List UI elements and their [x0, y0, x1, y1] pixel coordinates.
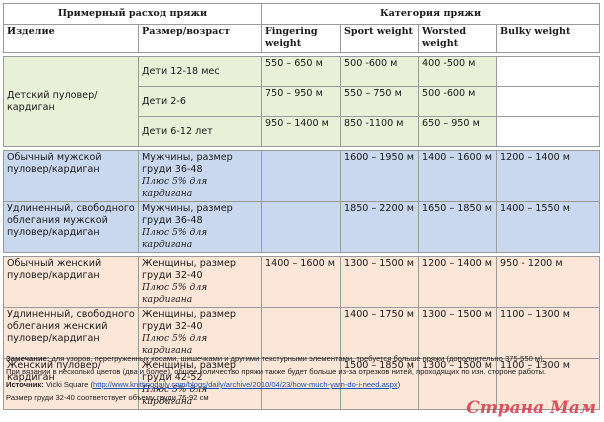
bulky-header: Bulky weight [495, 24, 601, 53]
value-cell: 1300 – 1500 м [418, 307, 497, 359]
multicolor-line: При вязании в несколько цветов (два и бо… [6, 367, 547, 376]
item-cell: Женский пуловер/кардиган [3, 358, 139, 410]
item-header: Изделие [3, 24, 139, 53]
value-cell [495, 56, 601, 87]
value-cell: 1200 – 1400 м [418, 256, 497, 308]
value-cell: 950 – 1400 м [261, 116, 341, 147]
value-cell: 550 – 750 м [340, 86, 419, 117]
value-cell: 1100 – 1300 м [495, 358, 601, 410]
sport-header: Sport weight [340, 24, 419, 53]
value-cell [261, 307, 341, 359]
table-row: Дети 2-6 750 – 950 м 550 – 750 м 500 -60… [4, 86, 601, 117]
value-cell [261, 150, 341, 202]
item-cell: Обычный мужской пуловер/кардиган [3, 150, 139, 202]
source-line: Источник: Vicki Square (http://www.knitt… [6, 380, 401, 389]
notes: Замечание: для узоров, перегруженных кос… [6, 352, 601, 404]
fingering-header: Fingering weight [261, 24, 341, 53]
value-cell [495, 86, 601, 117]
source-link[interactable]: http://www.knittingdaily.com/blogs/daily… [93, 380, 398, 389]
table-row: Удлиненный, свободного облегания мужской… [3, 201, 601, 253]
consumption-header: Примерный расход пряжи [3, 3, 262, 25]
worsted-header: Worsted weight [418, 24, 497, 53]
value-cell [495, 116, 601, 147]
value-cell: 1650 – 1850 м [418, 201, 497, 253]
value-cell: 1300 – 1500 м [340, 256, 419, 308]
size-header: Размер/возраст [138, 24, 262, 53]
value-cell: 400 -500 м [418, 56, 497, 87]
chest-line: Размер груди 32-40 соответствует объему … [6, 393, 209, 402]
category-header: Категория пряжи [260, 3, 601, 25]
size-cell: Женщины, размер груди 32-40 Плюс 5% для к… [138, 307, 262, 359]
value-cell [261, 358, 341, 410]
size-cell: Дети 12-18 мес [138, 56, 262, 87]
table-row: Обычный женский пуловер/кардиган Женщины… [3, 256, 601, 308]
table-row: Удлиненный, свободного облегания женский… [3, 307, 601, 359]
item-cell: Обычный женский пуловер/кардиган [3, 256, 139, 308]
size-cell: Мужчины, размер груди 36-48 Плюс 5% для к… [138, 150, 262, 202]
size-cell: Женщины, размер груди 42-52 Плюс 5% для к… [138, 358, 262, 410]
size-cell: Дети 6-12 лет [138, 116, 262, 147]
value-cell: 550 – 650 м [261, 56, 341, 87]
table-row: Женский пуловер/кардиган Женщины, размер… [3, 358, 601, 410]
size-cell: Мужчины, размер груди 36-48 Плюс 5% для к… [138, 201, 262, 253]
value-cell: 500 -600 м [418, 86, 497, 117]
value-cell: 1600 – 1950 м [340, 150, 419, 202]
remark-line: Замечание: для узоров, перегруженных кос… [6, 354, 545, 363]
value-cell: 500 -600 м [340, 56, 419, 87]
watermark-logo: Страна Мам [466, 398, 596, 418]
value-cell: 1400 – 1750 м [340, 307, 419, 359]
value-cell: 1400 – 1550 м [495, 201, 601, 253]
size-cell: Дети 2-6 [138, 86, 262, 117]
size-cell: Женщины, размер груди 32-40 Плюс 5% для к… [138, 256, 262, 308]
value-cell: 650 – 950 м [418, 116, 497, 147]
table-row: Детский пуловер/кардиган Дети 12-18 мес … [3, 56, 601, 147]
value-cell: 1100 – 1300 м [495, 307, 601, 359]
value-cell: 850 -1100 м [340, 116, 419, 147]
item-cell: Удлиненный, свободного облегания женский… [3, 307, 139, 359]
value-cell: 1400 – 1600 м [261, 256, 341, 308]
value-cell [261, 201, 341, 253]
value-cell: 1300 – 1500 м [418, 358, 497, 410]
value-cell: 1850 – 2200 м [340, 201, 419, 253]
header-row-2: Изделие Размер/возраст Fingering weight … [3, 24, 601, 53]
value-cell: 950 - 1200 м [495, 256, 601, 308]
item-cell: Удлиненный, свободного облегания мужской… [3, 201, 139, 253]
value-cell: 1400 – 1600 м [418, 150, 497, 202]
table-row: Обычный мужской пуловер/кардиган Мужчины… [3, 150, 601, 202]
yarn-table: Примерный расход пряжи Категория пряжи И… [3, 3, 601, 410]
value-cell: 1500 – 1850 м [340, 358, 419, 410]
kids-item: Детский пуловер/кардиган [3, 56, 139, 147]
value-cell: 750 – 950 м [261, 86, 341, 117]
table-row: Дети 6-12 лет 950 – 1400 м 850 -1100 м 6… [4, 116, 601, 147]
header-row-1: Примерный расход пряжи Категория пряжи [3, 3, 601, 25]
value-cell: 1200 – 1400 м [495, 150, 601, 202]
